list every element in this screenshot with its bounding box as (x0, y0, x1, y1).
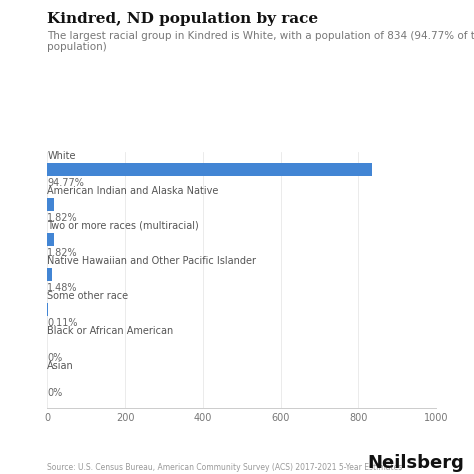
Text: Black or African American: Black or African American (47, 326, 173, 336)
Text: Neilsberg: Neilsberg (368, 454, 465, 472)
Bar (47, 268, 53, 281)
Text: White: White (47, 151, 76, 161)
Text: 1.48%: 1.48% (47, 283, 78, 293)
Text: 0%: 0% (47, 388, 63, 398)
Text: 1.82%: 1.82% (47, 213, 78, 223)
Text: Some other race: Some other race (47, 291, 128, 301)
Text: Two or more races (multiracial): Two or more races (multiracial) (47, 221, 199, 231)
Text: American Indian and Alaska Native: American Indian and Alaska Native (47, 186, 219, 196)
Bar (47, 198, 54, 211)
Text: 94.77%: 94.77% (47, 178, 84, 188)
Text: 1.82%: 1.82% (47, 248, 78, 258)
Text: Source: U.S. Census Bureau, American Community Survey (ACS) 2017-2021 5-Year Est: Source: U.S. Census Bureau, American Com… (47, 463, 402, 472)
Text: Native Hawaiian and Other Pacific Islander: Native Hawaiian and Other Pacific Island… (47, 256, 256, 266)
Text: Asian: Asian (47, 361, 74, 371)
Bar (47, 163, 372, 176)
Text: The largest racial group in Kindred is White, with a population of 834 (94.77% o: The largest racial group in Kindred is W… (47, 31, 474, 53)
Text: 0.11%: 0.11% (47, 318, 78, 328)
Text: Kindred, ND population by race: Kindred, ND population by race (47, 12, 319, 26)
Bar (47, 233, 54, 246)
Text: 0%: 0% (47, 353, 63, 363)
